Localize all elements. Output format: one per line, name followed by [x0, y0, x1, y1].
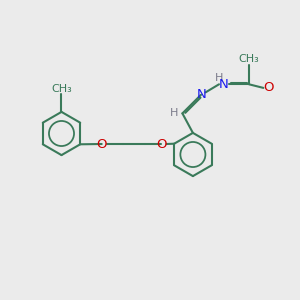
Text: O: O — [156, 137, 167, 151]
Text: O: O — [263, 81, 274, 94]
Text: CH₃: CH₃ — [51, 83, 72, 94]
Text: H: H — [215, 73, 223, 83]
Text: N: N — [197, 88, 206, 101]
Text: CH₃: CH₃ — [238, 54, 260, 64]
Text: O: O — [97, 137, 107, 151]
Text: H: H — [170, 108, 178, 118]
Text: N: N — [219, 78, 228, 91]
